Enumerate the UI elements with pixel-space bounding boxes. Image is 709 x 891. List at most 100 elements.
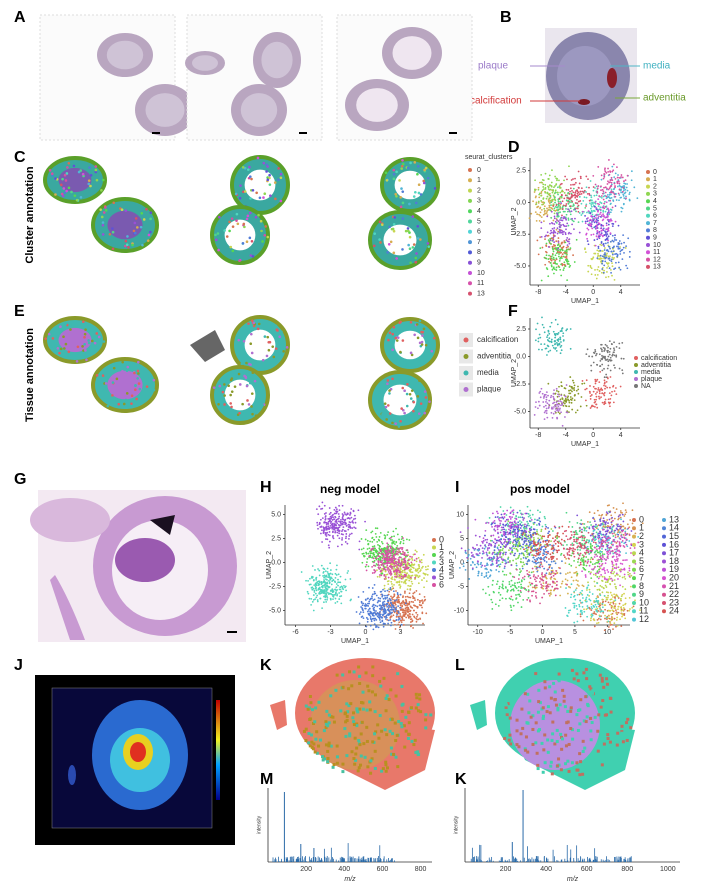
point — [577, 204, 580, 207]
point — [561, 194, 563, 197]
point — [383, 547, 386, 550]
point — [391, 542, 394, 545]
point — [566, 240, 569, 243]
point — [414, 568, 417, 571]
point — [589, 546, 592, 549]
spot — [262, 196, 265, 199]
point — [576, 572, 579, 575]
point — [600, 185, 602, 188]
point — [566, 279, 569, 282]
point — [333, 528, 335, 530]
point — [591, 219, 593, 222]
point — [421, 606, 423, 609]
x-tick-label: -3 — [327, 629, 333, 636]
point — [390, 602, 393, 604]
point — [330, 583, 333, 586]
point — [395, 548, 397, 551]
point — [597, 395, 600, 398]
point — [607, 355, 610, 358]
spot — [152, 378, 156, 382]
legend-title: seurat_clusters — [465, 154, 513, 161]
point — [603, 394, 606, 397]
point — [596, 274, 599, 276]
spot — [403, 411, 406, 415]
point — [584, 388, 587, 391]
point — [386, 589, 389, 592]
point — [549, 222, 551, 225]
point — [324, 515, 327, 517]
point — [601, 206, 604, 208]
point — [551, 198, 554, 201]
spot — [236, 222, 240, 226]
point — [398, 573, 400, 576]
point — [625, 195, 627, 198]
point — [594, 220, 597, 223]
point — [606, 183, 609, 185]
point — [622, 193, 625, 196]
point — [379, 608, 382, 611]
point — [629, 572, 631, 575]
point — [333, 526, 336, 529]
spot — [409, 261, 412, 265]
point — [600, 271, 603, 274]
point — [609, 247, 611, 250]
point — [395, 527, 397, 530]
point — [565, 218, 568, 221]
point — [376, 605, 379, 608]
point — [380, 553, 383, 555]
point — [553, 241, 556, 244]
point — [515, 558, 517, 560]
point — [536, 322, 539, 325]
point — [559, 400, 562, 403]
point — [550, 257, 553, 260]
point — [333, 518, 336, 521]
legend-swatch — [432, 568, 436, 572]
spot — [240, 411, 244, 415]
point — [335, 512, 337, 515]
point — [604, 402, 607, 405]
point — [568, 231, 571, 234]
y-axis-label: UMAP_2 — [511, 207, 518, 235]
point — [373, 561, 375, 564]
point — [331, 523, 334, 526]
point — [399, 606, 402, 609]
point — [558, 403, 561, 406]
point — [328, 531, 331, 533]
point — [596, 391, 598, 394]
point — [606, 218, 609, 221]
point — [565, 204, 567, 207]
point — [607, 594, 609, 597]
point — [499, 549, 502, 552]
point — [590, 577, 593, 580]
point — [382, 597, 385, 600]
point — [412, 601, 415, 603]
point — [560, 411, 562, 414]
point — [598, 397, 601, 400]
point — [330, 520, 333, 523]
point — [403, 580, 406, 583]
legend-label: 10 — [653, 242, 661, 249]
point — [409, 613, 411, 616]
point — [383, 600, 386, 603]
point — [565, 203, 568, 205]
spot — [235, 212, 239, 216]
point — [377, 566, 380, 569]
point — [599, 206, 602, 209]
point — [321, 501, 324, 504]
point — [371, 565, 374, 568]
point — [602, 587, 605, 590]
point — [571, 195, 574, 197]
point — [418, 559, 421, 562]
point — [558, 185, 561, 187]
point — [509, 572, 512, 575]
point — [621, 341, 624, 344]
point — [542, 179, 545, 182]
point — [594, 226, 596, 228]
point — [553, 258, 555, 261]
x-tick-label: -6 — [292, 629, 298, 636]
spot — [396, 336, 400, 339]
point — [379, 604, 381, 607]
point — [386, 594, 388, 597]
point — [367, 552, 370, 555]
point — [581, 190, 584, 193]
